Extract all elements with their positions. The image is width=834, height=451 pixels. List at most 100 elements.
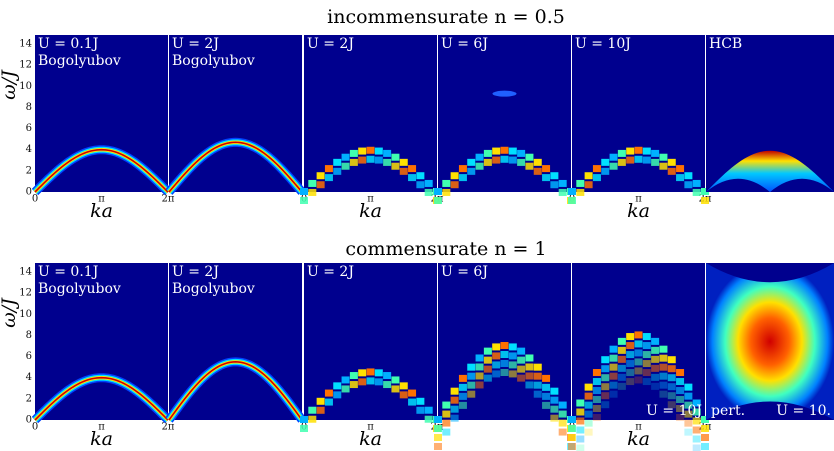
spectral-block — [341, 153, 350, 161]
dispersion — [168, 141, 303, 193]
spectral-block — [458, 174, 467, 182]
spectral-block — [558, 179, 567, 187]
spectral-block — [442, 419, 451, 427]
spectral-block — [634, 367, 643, 375]
spectral-block — [642, 378, 651, 386]
spectral-block — [626, 378, 635, 386]
spectral-block — [366, 368, 375, 376]
spectral-block — [659, 162, 668, 170]
spectral-block — [374, 156, 383, 164]
spectral-block — [651, 337, 660, 345]
spectral-block — [324, 398, 333, 406]
panel — [304, 263, 437, 420]
spectral-block — [659, 381, 668, 389]
spectral-block — [467, 167, 476, 175]
spectral-block — [300, 425, 308, 432]
y-tick-label: 8 — [26, 330, 32, 341]
spectral-block — [684, 401, 693, 409]
spectral-block — [508, 147, 517, 155]
spectral-block — [517, 356, 526, 364]
spectral-block — [651, 158, 660, 166]
spectral-block — [550, 387, 559, 395]
spectral-block — [525, 381, 534, 389]
panel — [438, 35, 571, 192]
spectral-block — [684, 383, 693, 391]
spectral-block — [324, 389, 333, 397]
spectral-block — [366, 155, 375, 163]
spectral-block — [550, 172, 559, 180]
spectral-block — [434, 197, 442, 204]
spectral-block — [383, 149, 392, 157]
spectral-block — [450, 172, 459, 180]
y-tick-label: 2 — [26, 165, 32, 176]
spectral-block — [492, 156, 501, 164]
spectral-block — [533, 381, 542, 389]
spectral-block — [634, 155, 643, 163]
spectral-block — [609, 381, 618, 389]
spectral-block — [676, 396, 685, 404]
spectral-block — [399, 167, 408, 175]
panel-label: U = 10J — [575, 36, 631, 52]
spectral-block — [676, 369, 685, 377]
spectral-block — [399, 382, 408, 390]
panel-label: U = 0.1J — [38, 264, 98, 280]
spectral-block — [601, 158, 610, 166]
spectral-block — [550, 396, 559, 404]
spectral-block — [558, 410, 567, 418]
x-axis-label: ka — [627, 200, 650, 222]
x-tick-label: 2π — [162, 422, 175, 433]
spectral-block — [308, 406, 317, 414]
spectral-block — [442, 179, 451, 187]
spectral-block — [684, 392, 693, 400]
spectral-blob — [492, 90, 517, 97]
spectral-block — [642, 156, 651, 164]
spectral-block — [651, 346, 660, 354]
spectral-block — [626, 369, 635, 377]
spectral-block — [442, 428, 451, 436]
spectral-block — [434, 443, 442, 450]
spectral-block — [634, 349, 643, 357]
spectral-block — [492, 361, 501, 369]
spectral-block — [383, 372, 392, 380]
spectral-block — [601, 401, 610, 409]
spectral-block — [500, 342, 509, 349]
y-tick-label: 6 — [26, 351, 32, 362]
spectral-block — [358, 369, 367, 377]
spectral-block — [450, 414, 459, 422]
panel — [572, 35, 705, 192]
x-tick-label: π — [635, 194, 642, 205]
spectral-block — [542, 374, 551, 382]
spectrum — [165, 357, 306, 423]
spectral-block — [626, 360, 635, 368]
spectral-block — [684, 172, 693, 180]
spectral-block — [634, 358, 643, 366]
spectral-block — [424, 179, 433, 187]
spectral-block — [483, 347, 492, 355]
spectral-block — [508, 156, 517, 164]
spectral-block — [316, 172, 325, 180]
spectral-block — [500, 351, 509, 358]
spectral-block — [458, 374, 467, 382]
spectral-block — [475, 372, 484, 380]
spectral-block — [492, 343, 501, 351]
spectral-block — [358, 147, 367, 155]
spectral-block — [542, 383, 551, 391]
spectral-block — [475, 363, 484, 371]
spectral-block — [391, 376, 400, 384]
y-tick-label: 6 — [26, 123, 32, 134]
spectral-block — [651, 373, 660, 381]
spectral-block — [667, 158, 676, 166]
spectral-block — [333, 167, 342, 175]
spectral-block — [676, 174, 685, 182]
spectral-block — [692, 399, 701, 407]
spectral-block — [483, 149, 492, 157]
spectral-block — [576, 444, 585, 451]
spectral-block — [533, 158, 542, 166]
spectral-block — [651, 355, 660, 363]
spectrum — [568, 331, 709, 451]
panel-label: U = 2J — [172, 36, 219, 52]
spectral-block — [358, 156, 367, 164]
spectral-block — [584, 172, 593, 180]
spectral-block — [399, 391, 408, 399]
row-title: commensurate n = 1 — [345, 238, 546, 260]
